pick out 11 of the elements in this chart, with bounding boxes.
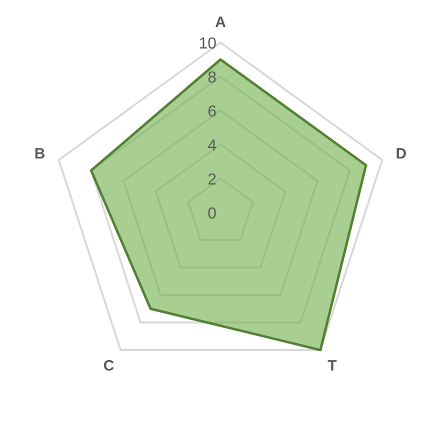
spoke-label: D	[396, 145, 407, 162]
y-tick-label: 2	[208, 172, 217, 188]
spoke-label: A	[215, 14, 226, 31]
spoke-label: B	[34, 145, 46, 162]
spoke-label: C	[103, 358, 114, 375]
y-tick-label: 10	[198, 36, 217, 52]
y-tick-label: 6	[208, 104, 217, 120]
y-tick-label: 0	[208, 206, 217, 222]
y-tick-label: 4	[208, 138, 217, 154]
spoke-label: T	[328, 358, 337, 375]
y-tick-label: 8	[208, 70, 217, 86]
